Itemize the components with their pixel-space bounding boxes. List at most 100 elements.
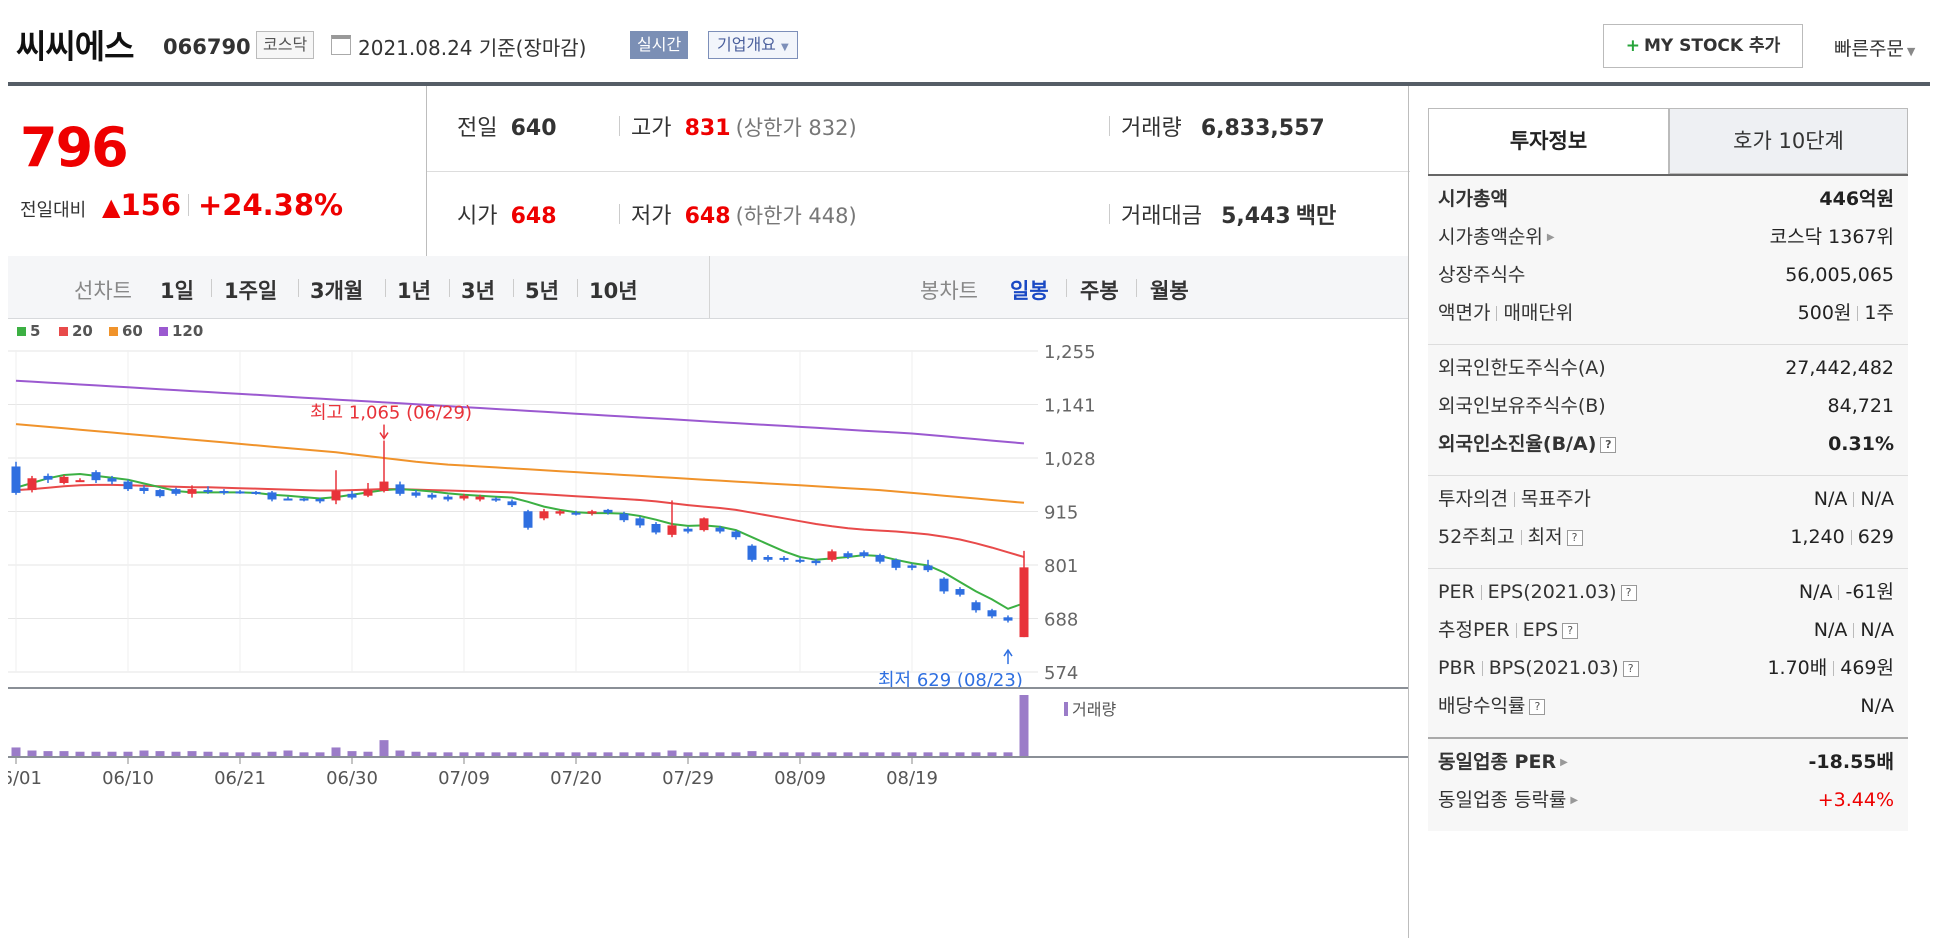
- candle-body: [1003, 617, 1013, 621]
- period-1y[interactable]: 1년: [397, 279, 431, 303]
- help-icon[interactable]: ?: [1620, 584, 1637, 601]
- candle-body: [299, 498, 309, 501]
- sector-chg-link[interactable]: 동일업종 등락률 ▶: [1438, 781, 1578, 820]
- add-mystock-button[interactable]: + MY STOCK 추가: [1603, 24, 1803, 68]
- candle-body: [699, 518, 709, 531]
- volume: 거래량 6,833,557: [1121, 110, 1325, 142]
- divider: [449, 279, 450, 297]
- candle-body: [811, 560, 821, 564]
- market-badge: 코스닥: [256, 31, 315, 59]
- cap-rank-value: 코스닥 1367위: [1769, 226, 1894, 248]
- x-tick-label: 06/01: [8, 768, 42, 789]
- pbr-value: 1.70배: [1767, 657, 1828, 679]
- volume-bar: [155, 751, 165, 756]
- candle-body: [955, 589, 965, 595]
- dividend-item: 배당수익률?: [1438, 687, 1546, 725]
- target-label: 목표주가: [1520, 488, 1591, 510]
- info-row: PER EPS(2021.03)? N/A -61원: [1438, 573, 1894, 611]
- up-arrow-icon: ▲: [102, 193, 121, 221]
- prev-close-value: 640: [510, 116, 557, 141]
- volume-bar: [555, 752, 565, 756]
- y-tick-label: 1,141: [1044, 396, 1096, 417]
- volume-bar: [699, 752, 709, 756]
- w52-high-value: 1,240: [1790, 526, 1845, 548]
- bps-value: 469원: [1840, 657, 1894, 679]
- help-icon[interactable]: ?: [1566, 529, 1583, 546]
- candle-body: [859, 552, 869, 557]
- candle-body: [587, 511, 597, 514]
- help-icon[interactable]: ?: [1529, 698, 1546, 715]
- amount-unit: 백만: [1295, 204, 1337, 229]
- volume-bar: [907, 752, 917, 756]
- line-chart-label: 선차트: [74, 279, 132, 303]
- period-daily[interactable]: 일봉: [1010, 279, 1049, 303]
- sector-chg-value: +3.44%: [1817, 789, 1894, 811]
- divider: [1853, 623, 1855, 638]
- opinion-value: N/A: [1813, 488, 1848, 510]
- period-1d[interactable]: 1일: [160, 279, 194, 303]
- volume-bar: [971, 752, 981, 756]
- price-chart[interactable]: 1,255 1,141 1,028 915 801 688 574 5 20 60 120 최고 1,…: [8, 318, 1409, 938]
- help-icon[interactable]: ?: [1562, 622, 1579, 639]
- legend-swatch: [159, 327, 168, 336]
- candle-body: [315, 499, 325, 502]
- volume-bar: [11, 747, 21, 756]
- period-weekly[interactable]: 주봉: [1080, 279, 1119, 303]
- company-info-dropdown[interactable]: 기업개요 ▼: [708, 31, 798, 59]
- volume-bar: [715, 752, 725, 756]
- volume-bar: [843, 752, 853, 756]
- divider: [1857, 306, 1859, 321]
- open-label: 시가: [457, 204, 498, 229]
- divider: [1515, 623, 1517, 638]
- market-cap-label: 시가총액: [1438, 188, 1508, 210]
- high-value: 831: [684, 116, 731, 141]
- volume-bar: [747, 751, 757, 756]
- volume-bar: [811, 752, 821, 756]
- period-10y[interactable]: 10년: [589, 279, 638, 303]
- help-icon[interactable]: ?: [1622, 660, 1639, 677]
- face-unit-value: 500원 1주: [1798, 294, 1894, 332]
- change-label: 전일대비: [20, 200, 87, 221]
- per-eps-value: N/A -61원: [1799, 573, 1894, 611]
- w52-value: 1,240 629: [1790, 518, 1894, 556]
- face-value: 500원: [1797, 302, 1852, 324]
- candle-body: [923, 565, 933, 571]
- sector-chg-label: 동일업종 등락률: [1438, 789, 1567, 811]
- foreign-ratio-item: 외국인소진율(B/A)?: [1438, 425, 1617, 463]
- per-eps-label: PER EPS(2021.03)?: [1438, 573, 1637, 611]
- divider: [1496, 306, 1498, 321]
- volume-bar: [187, 751, 197, 756]
- help-icon[interactable]: ?: [1600, 436, 1617, 453]
- x-tick-label: 06/10: [102, 768, 154, 789]
- chart-svg: 1,255 1,141 1,028 915 801 688 574 5 20 60 120 최고 1,…: [8, 322, 1409, 789]
- period-5y[interactable]: 5년: [525, 279, 559, 303]
- candle-body: [427, 494, 437, 498]
- w52-low-label: 최저: [1527, 526, 1563, 548]
- volume-bar: [795, 752, 805, 756]
- period-3y[interactable]: 3년: [461, 279, 495, 303]
- info-row: 52주최고 최저? 1,240 629: [1438, 518, 1894, 556]
- volume-bar: [539, 752, 549, 756]
- cap-rank-link[interactable]: 시가총액순위 ▶: [1438, 218, 1555, 257]
- volume-bar: [107, 751, 117, 756]
- y-tick-label: 574: [1044, 663, 1078, 684]
- quick-order-label: 빠른주문: [1834, 38, 1904, 60]
- realtime-button[interactable]: 실시간: [630, 31, 689, 59]
- period-3m[interactable]: 3개월: [310, 279, 364, 303]
- tab-investment-info[interactable]: 투자정보: [1428, 108, 1669, 174]
- current-price: 796: [20, 116, 129, 179]
- candle-body: [395, 484, 405, 494]
- candle-body: [891, 559, 901, 568]
- company-info-label: 기업개요: [717, 35, 776, 54]
- tab-order-book[interactable]: 호가 10단계: [1669, 108, 1908, 174]
- caret-right-icon: ▶: [1546, 231, 1555, 243]
- quick-order-button[interactable]: 빠른주문 ▼: [1834, 34, 1915, 61]
- sector-per-link[interactable]: 동일업종 PER ▶: [1438, 743, 1568, 782]
- divider: [577, 279, 578, 297]
- period-monthly[interactable]: 월봉: [1150, 279, 1189, 303]
- chevron-down-icon: ▼: [780, 42, 789, 53]
- divider: [188, 194, 189, 216]
- candle-body: [235, 491, 245, 494]
- period-1w[interactable]: 1주일: [224, 279, 278, 303]
- open-price: 시가 648: [457, 198, 557, 230]
